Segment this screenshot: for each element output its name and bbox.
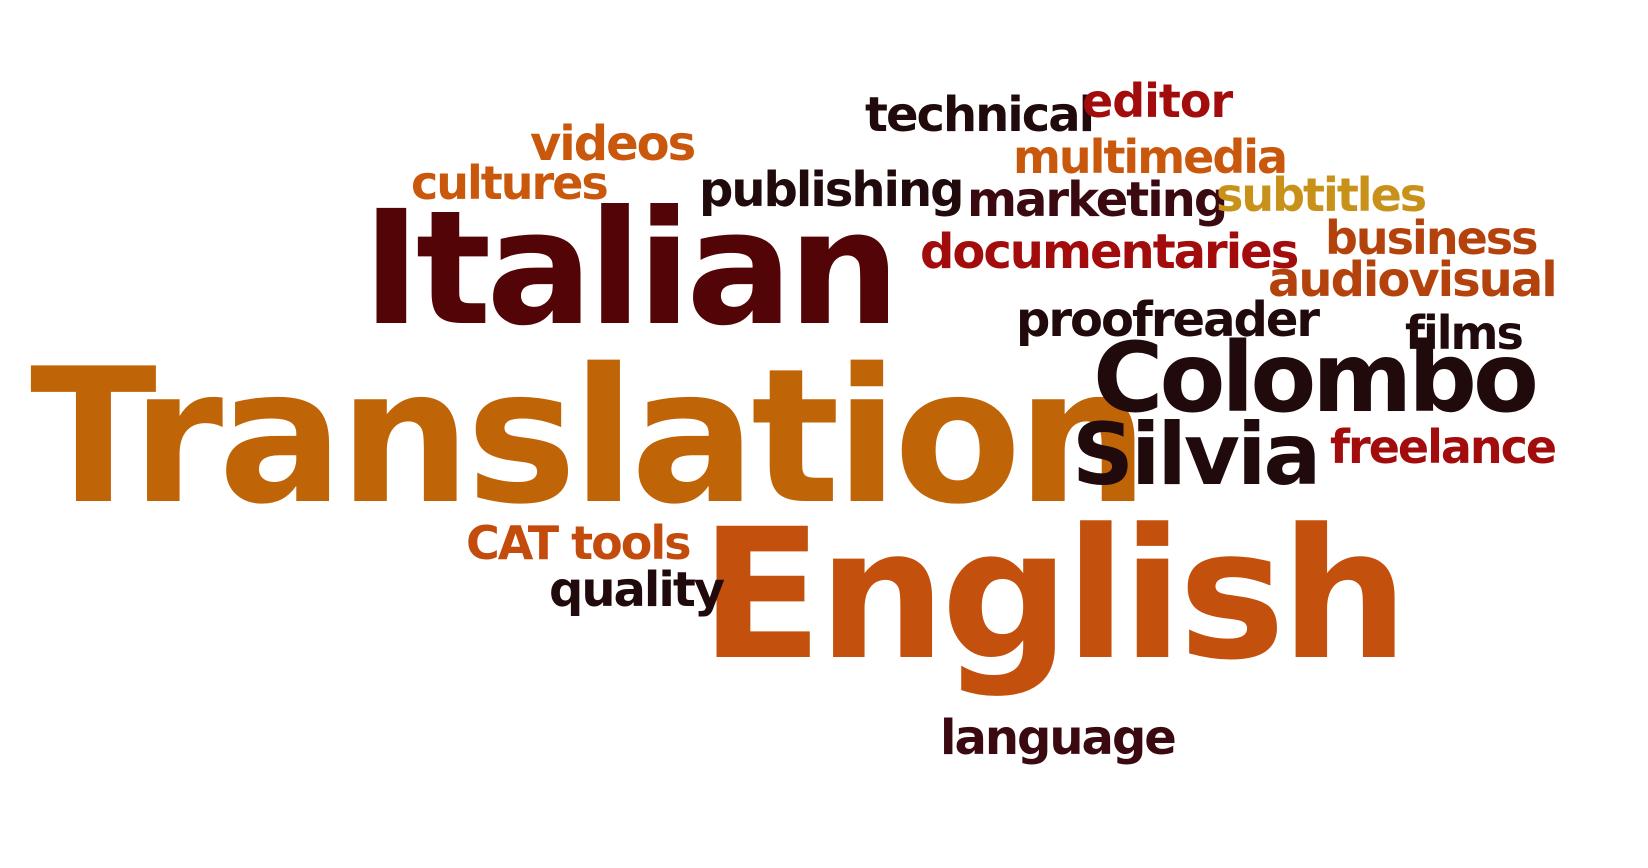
word-technical: technical bbox=[865, 87, 1095, 143]
word-audiovisual: audiovisual bbox=[1268, 252, 1558, 308]
word-editor: editor bbox=[1082, 74, 1233, 128]
word-subtitles: subtitles bbox=[1216, 168, 1427, 222]
word-freelance: freelance bbox=[1330, 420, 1557, 474]
word-translation: Translation bbox=[30, 328, 1149, 545]
word-cultures: cultures bbox=[411, 156, 609, 210]
word-multimedia: multimedia bbox=[1013, 130, 1288, 184]
word-colombo: Colombo bbox=[1093, 322, 1539, 434]
word-cat-tools: CAT tools bbox=[466, 516, 692, 570]
word-language: language bbox=[940, 710, 1177, 766]
word-silvia: Silvia bbox=[1072, 405, 1321, 505]
word-films: films bbox=[1405, 306, 1524, 360]
word-english: English bbox=[700, 491, 1409, 700]
word-proofreader: proofreader bbox=[1016, 292, 1320, 348]
word-documentaries: documentaries bbox=[920, 224, 1299, 280]
word-quality: quality bbox=[549, 562, 725, 618]
word-italian: Italian bbox=[362, 177, 900, 361]
word-publishing: publishing bbox=[699, 162, 965, 218]
word-videos: videos bbox=[530, 116, 696, 172]
word-marketing: marketing bbox=[967, 172, 1228, 228]
word-business: business bbox=[1325, 211, 1539, 265]
